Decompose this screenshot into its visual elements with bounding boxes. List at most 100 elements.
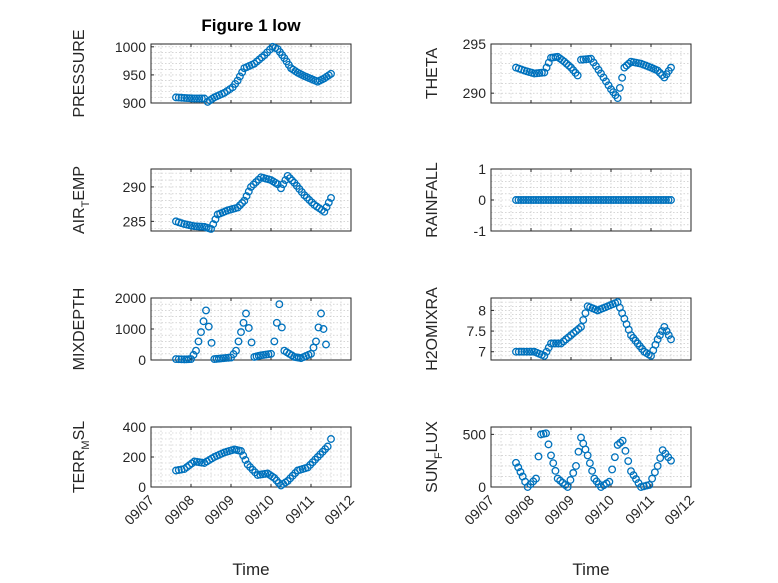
y-tick-label: 200 xyxy=(123,449,147,465)
data-point xyxy=(512,458,520,467)
data-point xyxy=(608,465,617,474)
data-point xyxy=(549,339,558,348)
x-axis-label: Time xyxy=(232,560,269,579)
data-point xyxy=(639,196,648,204)
data-point xyxy=(614,196,623,204)
y-axis-label: TERRMSL xyxy=(71,421,92,493)
y-axis-label: H2OMIXRA xyxy=(424,287,441,371)
data-point xyxy=(587,196,595,204)
data-point xyxy=(195,94,204,103)
data-point xyxy=(583,451,592,460)
data-point xyxy=(622,61,631,70)
subplot-rainfall: -1 0 1 RAINFALL xyxy=(424,161,692,239)
x-tick-label: 09/07 xyxy=(121,492,157,528)
data-point xyxy=(547,451,555,460)
data-point xyxy=(605,477,614,486)
subplot-pressure: 900 950 1000 PRESSURE Figure 1 low xyxy=(71,16,352,118)
data-point xyxy=(532,196,540,204)
data-point xyxy=(569,196,578,204)
data-point xyxy=(544,343,553,352)
data-point xyxy=(629,196,638,204)
y-tick-label: 7 xyxy=(478,344,486,360)
data-point xyxy=(655,331,664,340)
data-point xyxy=(594,196,603,204)
data-point xyxy=(233,203,242,212)
data-point xyxy=(172,355,180,364)
data-point xyxy=(235,201,244,210)
data-point xyxy=(539,196,548,204)
data-point xyxy=(529,196,538,204)
data-point xyxy=(577,322,585,331)
data-point xyxy=(579,196,588,204)
data-point xyxy=(517,196,525,204)
x-tick-label: 09/12 xyxy=(661,492,697,528)
data-point xyxy=(237,328,245,337)
data-point xyxy=(552,339,560,348)
data-point xyxy=(624,457,633,465)
data-point xyxy=(207,338,216,347)
y-tick-label: 500 xyxy=(463,426,487,442)
data-point xyxy=(569,469,578,477)
data-point xyxy=(277,323,286,332)
data-point xyxy=(237,447,245,455)
data-point xyxy=(620,63,629,72)
data-point xyxy=(664,196,673,204)
data-point xyxy=(323,442,332,451)
y-tick-label: 295 xyxy=(463,36,487,52)
data-point xyxy=(632,196,640,204)
y-axis-label-main: SUN xyxy=(424,459,441,493)
data-point xyxy=(662,327,671,336)
y-tick-label: 290 xyxy=(463,85,487,101)
data-point xyxy=(618,73,627,82)
data-point xyxy=(197,222,206,231)
data-point xyxy=(512,196,520,204)
y-axis-label-subscript: M xyxy=(80,440,92,449)
data-point xyxy=(658,327,667,336)
data-point xyxy=(312,337,320,346)
axes-frame xyxy=(490,297,692,361)
data-point xyxy=(604,196,613,204)
data-point xyxy=(244,187,253,196)
subplot-air: 285 290 AIRTEMP xyxy=(71,166,352,234)
data-point xyxy=(634,196,643,204)
data-point xyxy=(562,196,570,204)
data-point xyxy=(542,196,550,204)
data-point xyxy=(180,93,189,102)
data-point xyxy=(627,196,635,204)
data-point xyxy=(622,196,630,204)
data-point xyxy=(544,440,553,449)
data-point xyxy=(602,77,610,86)
data-point xyxy=(202,306,210,315)
data-point xyxy=(588,466,597,475)
data-point xyxy=(572,461,580,470)
y-axis-label: AIRTEMP xyxy=(71,166,92,234)
data-point xyxy=(327,69,335,78)
y-tick-label: 1000 xyxy=(115,321,146,337)
data-point xyxy=(554,339,563,348)
axes-frame xyxy=(490,426,692,488)
data-point xyxy=(650,468,659,477)
y-tick-label: 400 xyxy=(123,419,147,435)
data-point xyxy=(239,318,248,327)
data-point xyxy=(240,196,249,205)
data-point xyxy=(187,355,195,364)
data-point xyxy=(232,346,240,355)
data-point xyxy=(279,180,288,189)
data-point xyxy=(522,196,530,204)
data-point xyxy=(592,196,600,204)
data-point xyxy=(612,196,620,204)
data-point xyxy=(582,196,590,204)
data-point xyxy=(514,347,523,356)
subplot-terr: 0 200 400 TERRMSL 09/07 09/08 09/09 09/10 09/11 0… xyxy=(71,419,357,579)
data-point xyxy=(610,453,619,462)
data-point xyxy=(516,467,525,476)
data-point xyxy=(270,337,279,346)
data-point xyxy=(579,316,588,324)
x-tick-label: 09/08 xyxy=(161,492,197,528)
data-point xyxy=(320,207,329,216)
data-point xyxy=(520,347,529,356)
data-point xyxy=(302,193,311,202)
data-point xyxy=(249,180,258,189)
data-point xyxy=(322,340,330,349)
